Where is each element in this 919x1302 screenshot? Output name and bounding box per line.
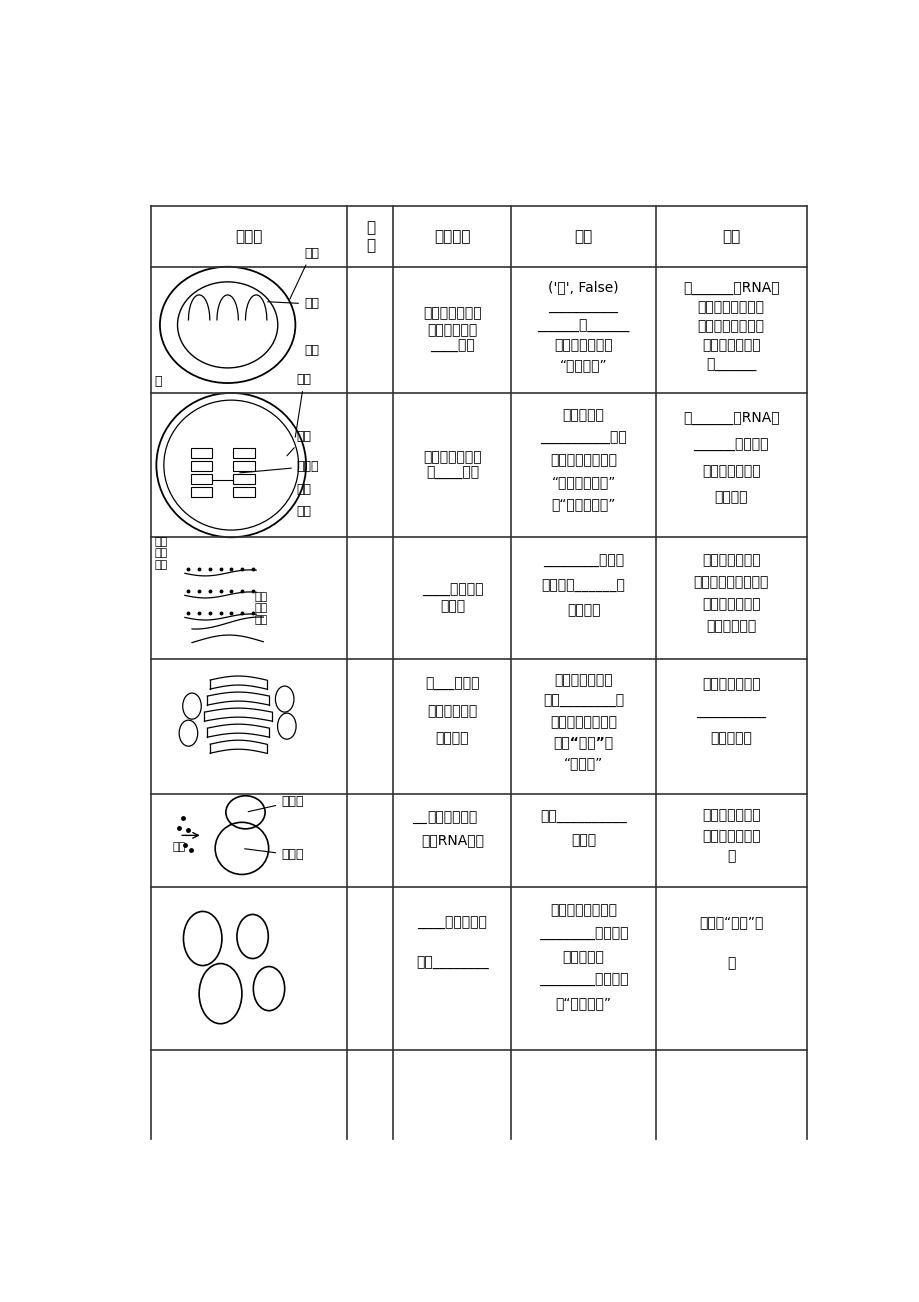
Text: ____层膜的网
状结构: ____层膜的网 状结构 (421, 583, 482, 613)
Text: 质和RNA组成: 质和RNA组成 (420, 833, 483, 848)
Text: 和“能量转换站”: 和“能量转换站” (550, 497, 615, 512)
Bar (233, 461, 255, 471)
Text: （有核糖体附着）、: （有核糖体附着）、 (693, 574, 768, 589)
Text: 生命活动越旺盛，: 生命活动越旺盛， (697, 319, 764, 333)
Text: ________，是细胞: ________，是细胞 (539, 973, 628, 987)
Text: 与加工，______的: 与加工，______的 (541, 578, 625, 592)
Text: ________，吞噬并: ________，吞噬并 (539, 927, 628, 940)
Text: 分为附着核糖体: 分为附着核糖体 (701, 809, 760, 823)
Text: 含______和RNA、: 含______和RNA、 (682, 411, 778, 426)
Text: 由___层膜围: 由___层膜围 (425, 677, 479, 691)
Text: 肉细胞内: 肉细胞内 (714, 490, 747, 504)
Text: 成的扁平囊和: 成的扁平囊和 (426, 704, 477, 719)
Text: 核糖体附着）: 核糖体附着） (705, 618, 755, 633)
Text: 无核
糖体
附着: 无核 糖体 附着 (254, 592, 267, 625)
Text: 网的________进: 网的________进 (542, 694, 623, 708)
Text: ______，主要存: ______，主要存 (693, 437, 768, 452)
Text: 场所，是细胞的: 场所，是细胞的 (553, 339, 612, 353)
Text: 含有氧呼吸的酶，: 含有氧呼吸的酶， (697, 299, 764, 314)
Text: 的“消化车间”: 的“消化车间” (555, 996, 611, 1010)
Text: 所，是植物细胞的: 所，是植物细胞的 (550, 453, 617, 467)
Text: 嵊: 嵊 (154, 375, 162, 388)
Text: 分为粗面内质网: 分为粗面内质网 (701, 553, 760, 566)
Text: 放大: 放大 (172, 842, 185, 853)
Text: 含有的线粒体数: 含有的线粒体数 (701, 339, 760, 353)
Text: 示意图: 示意图 (235, 229, 263, 245)
Text: 的形成有关: 的形成有关 (709, 732, 752, 746)
Bar (190, 461, 211, 471)
Text: 基粒: 基粒 (297, 483, 312, 496)
Text: 球形、椭球形；
具____层膜: 球形、椭球形； 具____层膜 (423, 450, 482, 480)
Text: “动力车间”: “动力车间” (559, 358, 607, 372)
Text: 小泡组成: 小泡组成 (436, 732, 469, 746)
Bar (190, 448, 211, 458)
Bar (233, 474, 255, 484)
Text: 形态结构: 形态结构 (434, 229, 471, 245)
Text: “发送站”: “发送站” (563, 756, 603, 771)
Text: __________: __________ (548, 299, 618, 314)
Text: 主要对来自内质: 主要对来自内质 (553, 673, 612, 687)
Text: 外膜: 外膜 (289, 246, 319, 299)
Text: 形态多样，多为
短棒状，具有
____层膜: 形态多样，多为 短棒状，具有 ____层膜 (423, 307, 482, 353)
Text: 无膜，由蛋白: 无膜，由蛋白 (426, 810, 477, 824)
Text: 名
称: 名 称 (366, 220, 375, 253)
Text: 行加工、分类和包: 行加工、分类和包 (550, 715, 617, 729)
Text: 的场所: 的场所 (571, 833, 596, 848)
Text: 合成车间: 合成车间 (566, 603, 600, 617)
Text: 含______和RNA，: 含______和RNA， (682, 280, 778, 294)
Text: ______的______: ______的______ (537, 319, 630, 333)
Text: 是綠色植物: 是綠色植物 (562, 409, 604, 422)
Text: ____层膜，内含: ____层膜，内含 (417, 915, 487, 930)
Text: 种: 种 (726, 850, 734, 863)
Text: 基质: 基质 (303, 344, 319, 357)
Bar (190, 487, 211, 497)
Text: 内膜: 内膜 (287, 430, 312, 456)
Text: 大亚基: 大亚基 (244, 849, 303, 862)
Text: 目______: 目______ (705, 358, 755, 372)
Text: 内膜: 内膜 (267, 297, 319, 310)
Text: 植物细胞中还与: 植物细胞中还与 (701, 677, 760, 691)
Text: 合成__________: 合成__________ (539, 810, 626, 824)
Text: 补充: 补充 (721, 229, 740, 245)
Text: 功能: 功能 (573, 229, 592, 245)
Text: 与细胞“自溶”有: 与细胞“自溶”有 (698, 915, 763, 930)
Text: ('是', False): ('是', False) (548, 280, 618, 294)
Text: 在于綠色植物叶: 在于綠色植物叶 (701, 464, 760, 478)
Text: 分解衰老、损伤的: 分解衰老、损伤的 (550, 904, 617, 918)
Bar (233, 448, 255, 458)
Text: 小亚基: 小亚基 (248, 796, 303, 811)
Bar (190, 474, 211, 484)
Text: 杀死入侵的: 杀死入侵的 (562, 950, 604, 963)
Text: 类囊体: 类囊体 (240, 460, 319, 473)
Text: 和游离核糖体两: 和游离核糖体两 (701, 829, 760, 842)
Text: 有核
糖体
附着: 有核 糖体 附着 (154, 536, 167, 570)
Text: 多种________: 多种________ (415, 957, 488, 970)
Text: ________的合成: ________的合成 (542, 555, 623, 569)
Text: 装的“车间”及: 装的“车间”及 (553, 736, 613, 750)
Text: 滑面内质网（无: 滑面内质网（无 (701, 596, 760, 611)
Text: __________: __________ (696, 704, 766, 719)
Text: 外膜: 外膜 (295, 372, 312, 437)
Bar (233, 487, 255, 497)
Text: 基质: 基质 (297, 505, 312, 518)
Text: __________的场: __________的场 (539, 431, 626, 445)
Text: 关: 关 (726, 957, 734, 970)
Text: “养料制造车间”: “养料制造车间” (550, 475, 615, 490)
